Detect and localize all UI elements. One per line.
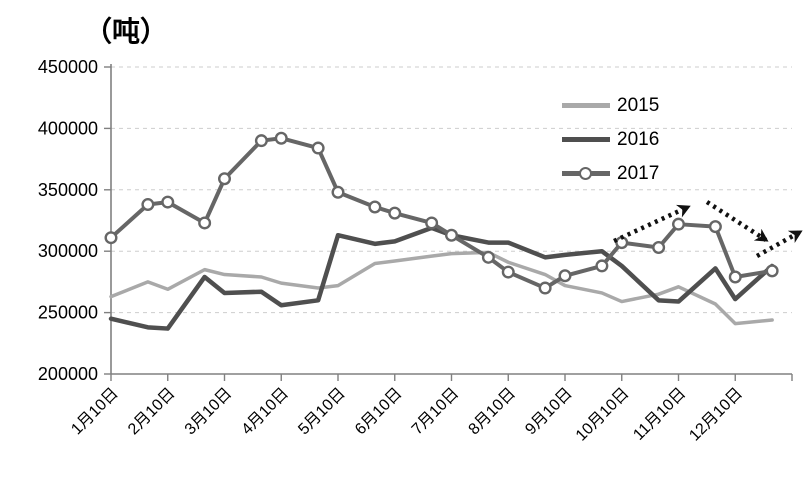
x-axis-label: 3月10日 (182, 385, 236, 439)
series-2017-marker (501, 265, 515, 279)
series-2017-marker (254, 134, 268, 148)
legend-item-2015: 2015 (562, 88, 659, 122)
legend-label-2016: 2016 (617, 128, 660, 150)
y-axis-label: 350000 (38, 180, 98, 200)
legend-label-2017: 2017 (617, 162, 660, 184)
chart-legend: 2015 2016 2017 (562, 88, 659, 190)
legend-marker-dot (579, 166, 592, 180)
legend-line-sample-2016 (562, 136, 610, 142)
series-2017-marker (425, 216, 439, 230)
series-2017-marker (311, 141, 325, 155)
trend-arrow-uptrend-dec-end (755, 230, 803, 258)
series-2017-marker (558, 269, 572, 283)
series-2017-marker (388, 206, 402, 220)
legend-line-sample-2015 (562, 102, 610, 108)
x-axis-label: 12月10日 (686, 385, 746, 445)
x-axis-label: 5月10日 (295, 385, 349, 439)
series-2017-marker (481, 250, 495, 264)
series-2017-marker (104, 231, 118, 245)
trend-arrow-uptrend-oct-nov (613, 204, 691, 244)
series-2017-marker (368, 200, 382, 214)
series-2015-line (109, 250, 774, 326)
x-axis-label: 9月10日 (522, 385, 576, 439)
x-axis-label: 4月10日 (239, 385, 293, 439)
series-2017-line (109, 136, 775, 291)
series-2017-marker (595, 259, 609, 273)
x-axis-label: 8月10日 (466, 385, 520, 439)
series-2016-line (108, 225, 775, 331)
series-2017-marker (728, 270, 742, 284)
x-axis-label: 1月10日 (68, 385, 122, 439)
series-2017-marker (161, 195, 175, 209)
series-2017-marker (538, 281, 552, 295)
series-2017-marker (274, 131, 288, 145)
x-axis-label: 11月10日 (630, 385, 689, 444)
series-2017-marker (708, 220, 722, 234)
x-axis-label: 6月10日 (352, 385, 406, 439)
legend-item-2016: 2016 (562, 122, 659, 156)
series-2017-marker (672, 217, 686, 231)
series-2017-marker (652, 241, 666, 255)
y-axis-label: 250000 (38, 303, 98, 323)
x-axis-label: 2月10日 (125, 385, 179, 439)
y-axis-label: 200000 (38, 364, 98, 384)
series-2017-marker (765, 264, 779, 278)
series-2017-marker (217, 172, 231, 186)
x-axis-label: 7月10日 (409, 385, 463, 439)
chart-unit-title: （吨） (84, 16, 169, 47)
legend-label-2015: 2015 (617, 94, 660, 116)
series-2017-marker (445, 228, 459, 242)
series-2017-marker (198, 216, 212, 230)
y-axis-label: 450000 (38, 57, 98, 77)
series-2017-marker (141, 198, 155, 212)
y-axis-label: 400000 (38, 118, 98, 138)
y-axis-label: 300000 (38, 241, 98, 261)
x-axis-label: 10月10日 (573, 385, 633, 445)
legend-item-2017: 2017 (562, 156, 659, 190)
series-2017-marker (331, 185, 345, 199)
legend-line-sample-2017 (562, 166, 610, 180)
